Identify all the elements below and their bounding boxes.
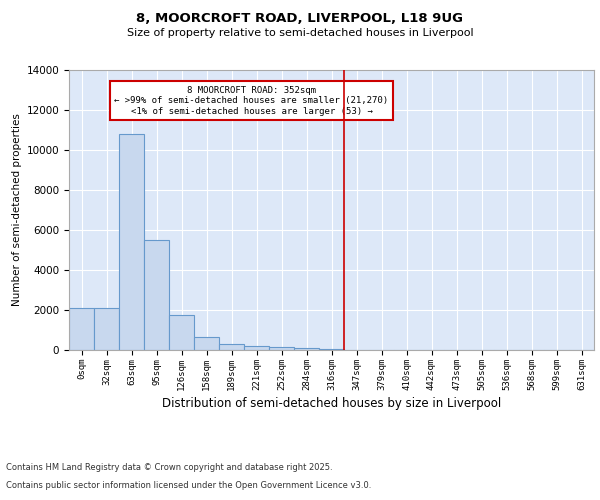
- Text: Contains HM Land Registry data © Crown copyright and database right 2025.: Contains HM Land Registry data © Crown c…: [6, 464, 332, 472]
- Bar: [144, 240, 169, 350]
- Text: Size of property relative to semi-detached houses in Liverpool: Size of property relative to semi-detach…: [127, 28, 473, 38]
- Bar: [94, 308, 119, 350]
- Bar: [244, 346, 269, 350]
- Bar: [219, 344, 244, 350]
- Bar: [294, 348, 319, 350]
- Y-axis label: Number of semi-detached properties: Number of semi-detached properties: [13, 114, 22, 306]
- Bar: [69, 308, 94, 350]
- Bar: [319, 349, 344, 350]
- X-axis label: Distribution of semi-detached houses by size in Liverpool: Distribution of semi-detached houses by …: [162, 397, 501, 410]
- Bar: [169, 315, 194, 350]
- Text: 8, MOORCROFT ROAD, LIVERPOOL, L18 9UG: 8, MOORCROFT ROAD, LIVERPOOL, L18 9UG: [137, 12, 464, 26]
- Bar: [194, 337, 219, 350]
- Text: Contains public sector information licensed under the Open Government Licence v3: Contains public sector information licen…: [6, 481, 371, 490]
- Text: 8 MOORCROFT ROAD: 352sqm
← >99% of semi-detached houses are smaller (21,270)
<1%: 8 MOORCROFT ROAD: 352sqm ← >99% of semi-…: [115, 86, 389, 116]
- Bar: [269, 348, 294, 350]
- Bar: [119, 134, 144, 350]
